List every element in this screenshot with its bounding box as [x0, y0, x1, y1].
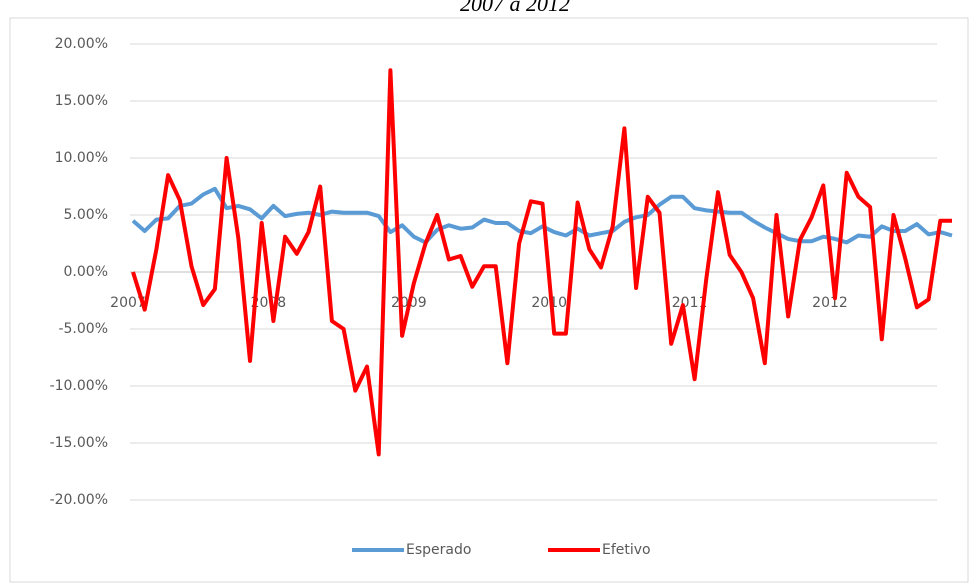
- chart-title: 2007 a 2012: [460, 0, 570, 16]
- y-tick-label: 10.00%: [55, 150, 108, 166]
- x-tick-label: 2007: [110, 295, 146, 311]
- chart-frame: [9, 17, 969, 583]
- y-tick-label: -5.00%: [58, 321, 108, 337]
- y-tick-label: 5.00%: [64, 207, 108, 223]
- y-tick-label: 15.00%: [55, 93, 108, 109]
- legend-label: Esperado: [406, 542, 471, 558]
- line-series: [131, 68, 952, 457]
- y-tick-label: -10.00%: [50, 378, 108, 394]
- y-tick-label: -15.00%: [50, 435, 108, 451]
- line-series: [131, 186, 953, 245]
- x-tick-label: 2012: [812, 295, 848, 311]
- legend-label: Efetivo: [602, 542, 651, 558]
- y-tick-label: 20.00%: [55, 36, 108, 52]
- x-tick-label: 2010: [531, 295, 567, 311]
- y-tick-label: 0.00%: [64, 264, 108, 280]
- y-tick-label: -20.00%: [50, 492, 108, 508]
